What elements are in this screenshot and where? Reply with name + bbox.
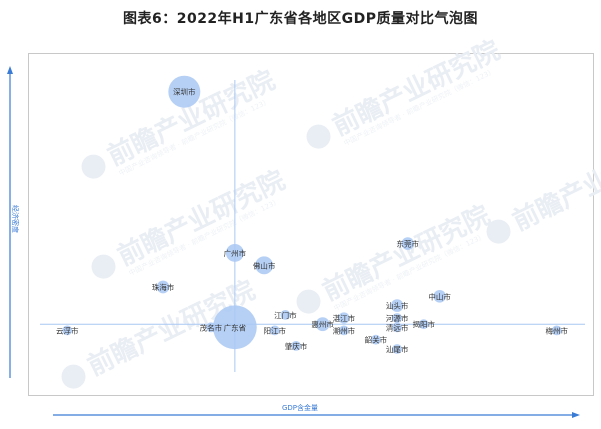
watermark-logo-icon <box>81 154 106 179</box>
bubble-label: 潮州市 <box>333 325 356 335</box>
bubble <box>418 319 429 330</box>
bubble-label: 汕尾市 <box>386 344 409 354</box>
bubble <box>392 313 403 323</box>
bubble-label: 揭阳市 <box>412 319 435 329</box>
bubble-label: 韶关市 <box>365 335 388 345</box>
bubble-label: 中山市 <box>428 291 451 301</box>
bubble <box>206 322 216 333</box>
bubble <box>255 256 274 275</box>
bubble-label: 阳江市 <box>264 325 287 335</box>
bubble-label: 河源市 <box>386 313 409 323</box>
chart-title: 图表6：2022年H1广东省各地区GDP质量对比气泡图 <box>122 11 479 27</box>
y-axis-arrow-icon <box>7 66 13 74</box>
bubble <box>370 334 381 345</box>
bubble-label: 深圳市 <box>173 87 196 97</box>
bubble-label: 江门市 <box>274 310 297 320</box>
watermark: 前瞻产业研究院 <box>486 130 601 244</box>
bubble-label: 广州市 <box>224 248 247 258</box>
y-axis: 经济密度 <box>7 66 20 378</box>
bubble <box>156 280 170 294</box>
bubble <box>269 325 280 336</box>
bubble-label: 汕头市 <box>386 301 409 311</box>
bubble <box>225 243 244 262</box>
y-axis-label: 经济密度 <box>11 205 20 233</box>
x-axis-label: GDP含金量 <box>282 403 318 412</box>
watermark-logo-icon <box>296 289 321 314</box>
watermark-brand: 前瞻产业研究院 <box>113 165 290 273</box>
watermark-logo-icon <box>486 219 511 244</box>
bubbles <box>62 75 562 354</box>
bubble-label: 清远市 <box>386 322 409 332</box>
watermark-logo-icon <box>91 254 116 279</box>
bubble-label: 肇庆市 <box>285 341 308 351</box>
bubble <box>339 325 349 336</box>
bubble-label: 佛山市 <box>253 260 276 270</box>
watermark-logo-icon <box>306 124 331 149</box>
bubble-label: 东莞市 <box>397 239 420 249</box>
bubble <box>212 305 257 350</box>
bubble-label: 梅州市 <box>545 325 568 335</box>
bubble <box>390 299 404 312</box>
bubble <box>433 289 447 303</box>
bubble <box>168 75 201 108</box>
bubble <box>62 325 73 336</box>
watermark-brand: 前瞻产业研究院 <box>508 130 601 238</box>
watermark: 前瞻产业研究院 中国产业咨询领导者 · 前瞻产业研究院（微信：123） <box>306 35 505 149</box>
watermark-logo-icon <box>61 364 86 389</box>
bubble-label: 惠州市 <box>311 319 334 329</box>
bubble <box>392 344 403 354</box>
bubble <box>291 341 301 351</box>
bubble-label: 茂名市 <box>200 322 223 332</box>
watermark-brand: 前瞻产业研究院 <box>328 35 505 143</box>
bubble <box>392 322 403 333</box>
bubble <box>338 312 350 324</box>
x-axis-arrow-icon <box>572 412 580 418</box>
bubble <box>280 310 291 320</box>
bubble-label: 云浮市 <box>56 325 79 335</box>
watermarks: 前瞻产业研究院 中国产业咨询领导者 · 前瞻产业研究院（微信：123） 前瞻产业… <box>61 35 601 389</box>
bubble <box>315 317 330 332</box>
bubble-label: 湛江市 <box>333 313 356 323</box>
watermark-brand: 前瞻产业研究院 <box>318 200 495 308</box>
bubble <box>401 237 415 250</box>
bubble-label: 广东省 <box>224 322 247 332</box>
bubble-label: 珠海市 <box>152 282 175 292</box>
x-axis: GDP含金量 <box>53 403 580 418</box>
bubble <box>551 325 562 336</box>
